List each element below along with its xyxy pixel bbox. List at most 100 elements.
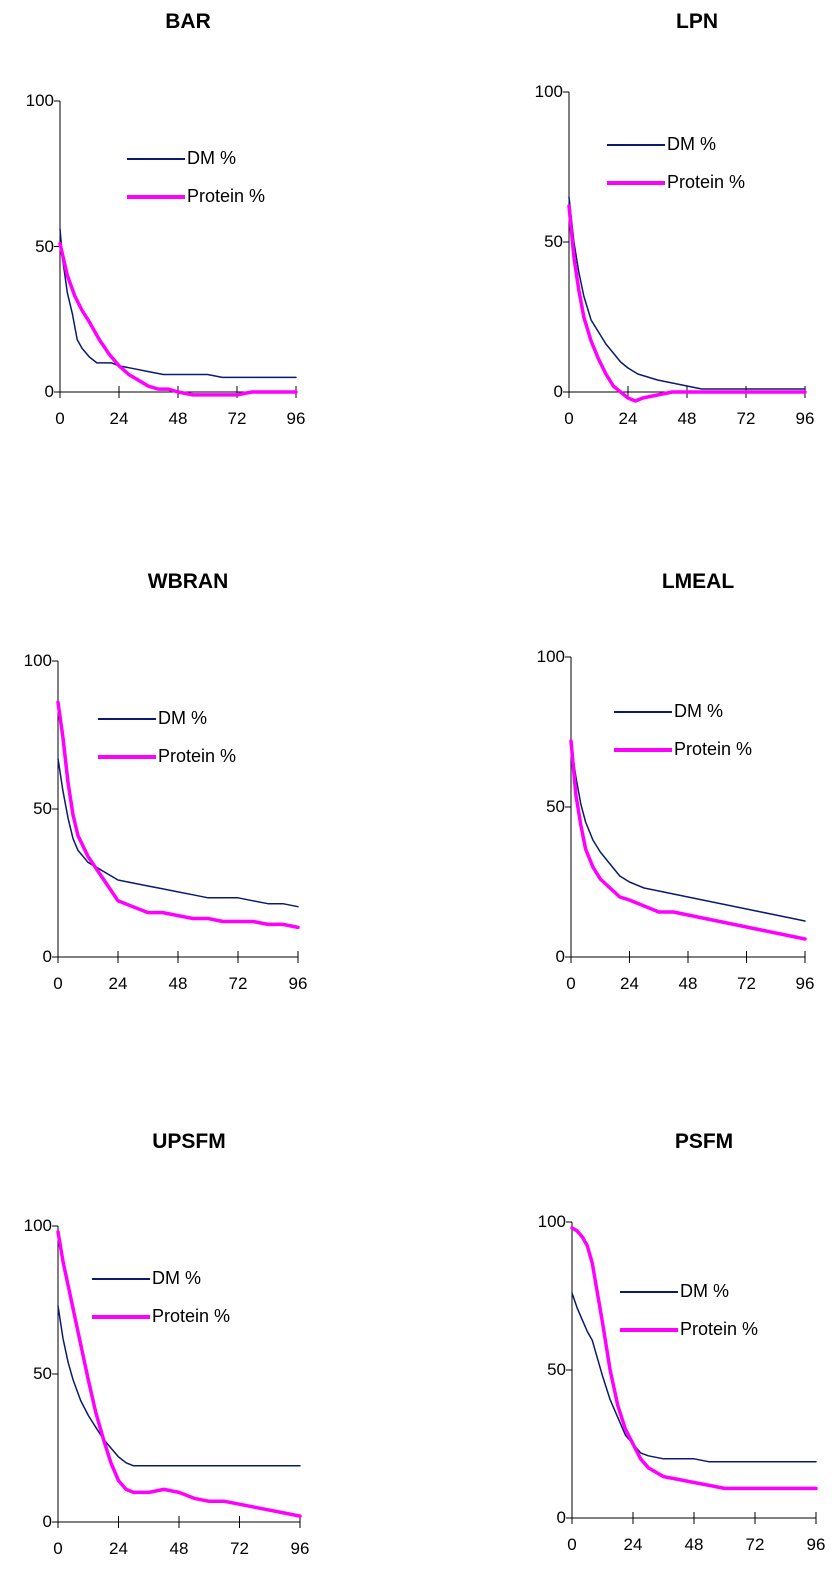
- legend-swatch-dm: [127, 158, 185, 160]
- x-tick-label: 0: [566, 974, 576, 993]
- series-line-protein: [567, 204, 807, 403]
- x-tick-label: 0: [53, 1539, 63, 1558]
- x-tick-label: 0: [564, 409, 574, 428]
- chart-psfm: PSFM 0 50 100 0 24 48 72 96 DM % Protein %: [510, 1120, 835, 1580]
- x-tick-label: 24: [108, 974, 128, 993]
- x-tick-label: 96: [286, 409, 306, 428]
- legend-label: DM %: [680, 1281, 729, 1301]
- x-tick-label: 72: [227, 409, 247, 428]
- legend-label: Protein %: [187, 186, 266, 206]
- x-tick-label: 0: [567, 1535, 577, 1554]
- plot-area: [566, 1221, 818, 1524]
- y-tick-label: 50: [33, 799, 52, 818]
- plot-area: [565, 656, 807, 963]
- chart-title: LPN: [676, 10, 718, 33]
- chart-bar: BAR 0 50 100 0 24 48 72 96 DM % Protein %: [0, 0, 360, 460]
- y-tick-label: 0: [42, 947, 52, 966]
- x-tick-label: 72: [745, 1535, 765, 1554]
- x-tick-label: 96: [795, 974, 815, 993]
- x-tick-label: 72: [736, 409, 756, 428]
- x-tick-label: 0: [55, 409, 65, 428]
- x-tick-label: 24: [618, 409, 638, 428]
- x-tick-label: 96: [795, 409, 815, 428]
- legend-swatch-dm: [98, 718, 156, 720]
- y-tick-label: 100: [23, 651, 52, 670]
- x-tick-label: 48: [678, 974, 698, 993]
- x-tick-label: 48: [684, 1535, 704, 1554]
- legend-label: Protein %: [680, 1319, 759, 1339]
- plot-area: [54, 100, 298, 398]
- x-tick-label: 72: [230, 1539, 249, 1558]
- chart-lmeal: LMEAL 0 50 100 0 24 48 72 96 DM % Protein %: [510, 560, 835, 1020]
- chart-title: PSFM: [674, 1130, 734, 1153]
- x-tick-label: 48: [677, 409, 697, 428]
- legend-swatch-dm: [620, 1291, 678, 1293]
- plot-area: [52, 1225, 302, 1528]
- y-tick-label: 0: [556, 1508, 566, 1527]
- x-tick-label: 96: [806, 1535, 826, 1554]
- x-tick-label: 24: [620, 974, 639, 993]
- x-tick-label: 24: [623, 1535, 643, 1554]
- series-line-protein: [569, 739, 807, 941]
- x-tick-label: 96: [290, 1539, 310, 1558]
- x-tick-label: 24: [109, 1539, 128, 1558]
- y-tick-label: 50: [35, 236, 54, 256]
- legend-label: Protein %: [158, 746, 237, 766]
- x-tick-label: 48: [168, 409, 188, 428]
- legend-swatch-dm: [607, 144, 665, 146]
- legend-label: DM %: [158, 708, 207, 728]
- series-line-dm: [57, 1305, 301, 1467]
- x-tick-label: 48: [168, 974, 188, 993]
- legend-label: Protein %: [674, 739, 753, 759]
- chart-title: LMEAL: [661, 570, 735, 593]
- y-tick-label: 0: [555, 947, 565, 966]
- y-tick-label: 50: [544, 232, 563, 251]
- y-tick-label: 0: [42, 1512, 52, 1531]
- chart-title: WBRAN: [147, 570, 229, 593]
- x-tick-label: 72: [228, 974, 248, 993]
- series-line-protein: [58, 241, 298, 397]
- x-tick-label: 24: [109, 409, 129, 428]
- legend-label: DM %: [152, 1268, 201, 1288]
- x-tick-label: 72: [737, 974, 756, 993]
- y-tick-label: 100: [23, 1216, 52, 1235]
- series-line-protein: [56, 1230, 302, 1518]
- chart-title: BAR: [165, 10, 211, 33]
- y-tick-label: 0: [44, 382, 54, 401]
- x-tick-label: 48: [169, 1539, 189, 1558]
- legend-swatch-protein: [92, 1315, 150, 1319]
- series-line-dm: [57, 757, 299, 908]
- plot-area: [563, 91, 807, 403]
- chart-title: UPSFM: [152, 1130, 226, 1153]
- series-line-dm: [59, 228, 297, 379]
- y-tick-label: 50: [33, 1364, 52, 1383]
- series-line-dm: [570, 743, 806, 922]
- series-line-dm: [571, 1292, 817, 1463]
- y-tick-label: 100: [536, 647, 565, 666]
- legend-swatch-protein: [127, 195, 185, 199]
- legend-swatch-protein: [620, 1328, 678, 1332]
- series-line-dm: [568, 196, 806, 390]
- chart-wbran: WBRAN 0 50 100 0 24 48 72 96 DM % Protein %: [0, 560, 360, 1020]
- y-tick-label: 0: [553, 382, 563, 401]
- chart-lpn: LPN 0 50 100 0 24 48 72 96 DM % Protein %: [510, 0, 835, 460]
- legend-label: DM %: [674, 701, 723, 721]
- y-tick-label: 100: [534, 82, 563, 101]
- chart-upsfm: UPSFM 0 50 100 0 24 48 72 96 DM % Protein %: [0, 1120, 360, 1580]
- legend-swatch-protein: [98, 755, 156, 759]
- y-tick-label: 100: [25, 91, 54, 110]
- x-tick-label: 0: [53, 974, 63, 993]
- y-tick-label: 50: [547, 1360, 566, 1379]
- legend-label: DM %: [187, 148, 236, 168]
- series-line-protein: [570, 1226, 818, 1491]
- x-tick-label: 96: [288, 974, 308, 993]
- legend-swatch-dm: [92, 1278, 150, 1280]
- legend-swatch-protein: [614, 748, 672, 752]
- y-tick-label: 50: [546, 797, 565, 816]
- legend-swatch-dm: [614, 711, 672, 713]
- legend-label: DM %: [667, 134, 716, 154]
- legend-label: Protein %: [152, 1306, 231, 1326]
- plot-area: [52, 660, 300, 963]
- legend-swatch-protein: [607, 181, 665, 185]
- y-tick-label: 100: [537, 1212, 566, 1231]
